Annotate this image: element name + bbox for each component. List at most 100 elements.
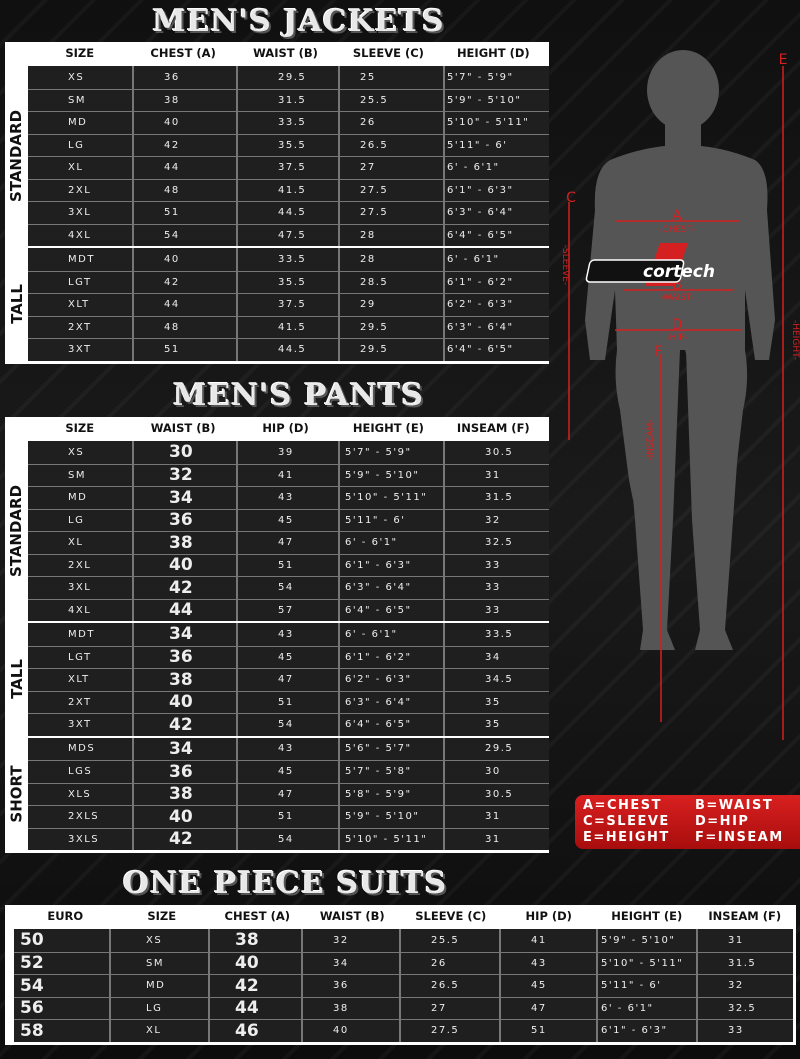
group-label: STANDARD [5,66,28,246]
table-cell: 54 [236,828,338,850]
table-cell: 31.5 [443,487,549,509]
table-cell: XL [109,1020,208,1042]
table-cell: 3XL [28,202,132,224]
table-cell: 5'11" - 6' [596,975,696,997]
table-cell: 42 [132,828,236,850]
legend-item: B=WAIST [695,798,774,813]
table-cell: 25.5 [338,89,443,111]
table-cell: 27 [399,997,499,1019]
table-cell: 44 [208,997,301,1019]
group-label-text: STANDARD [7,109,26,203]
table-cell: 5'9" - 5'10" [443,89,549,111]
table-cell: 5'10" - 5'11" [596,952,696,974]
table-cell: 44.5 [236,339,338,361]
table-row: XLT 44 37.5 29 6'2" - 6'3" [28,293,549,316]
table-cell: XS [28,66,132,89]
column-header: WAIST (B) [319,909,385,923]
table-row: LGS 36 45 5'7" - 5'8" 30 [28,760,549,783]
table-cell: 26 [399,952,499,974]
group-rows: XS 30 39 5'7" - 5'9" 30.5 SM 32 41 5'9" - 5'10" 3… [28,441,549,621]
group-label: TALL [5,623,28,736]
column-header: HEIGHT (D) [456,46,530,60]
cortech-logo: cortech [585,243,715,286]
label-sleeve: -SLEEVE- [560,245,570,285]
table-cell: 38 [132,783,236,805]
table-cell: 6' - 6'1" [443,248,549,271]
label-d: D [672,317,683,333]
table-cell: 47 [236,783,338,805]
column-header: HEIGHT (E) [352,421,424,435]
table-cell: 56 [14,997,109,1019]
table-cell: 40 [132,554,236,576]
table-cell: 6' - 6'1" [338,532,443,554]
table-cell: 35 [443,691,549,713]
table-cell: MDS [28,737,132,760]
logo-text: cortech [643,262,715,282]
group-label-text: SHORT [7,765,26,823]
table-cell: 34.5 [443,669,549,691]
table-row: 58 XL 46 40 27.5 51 6'1" - 6'3" 33 [14,1019,793,1042]
table-cell: 27.5 [338,179,443,201]
table-cell: 40 [132,806,236,828]
table-cell: 39 [236,441,338,464]
group-label: SHORT [5,737,28,850]
table-cell: 47 [499,997,596,1019]
table-cell: 31 [443,464,549,486]
table-cell: 27 [338,157,443,179]
table-row: SM 38 31.5 25.5 5'9" - 5'10" [28,88,549,111]
measurement-lines [568,66,784,740]
table-cell: SM [109,952,208,974]
table-cell: 43 [236,623,338,646]
table-cell: 38 [132,89,236,111]
table-cell: 30.5 [443,783,549,805]
group-rows: XS 36 29.5 25 5'7" - 5'9" SM 38 31.5 25.5 5'9" - … [28,66,549,246]
table-cell: 6'2" - 6'3" [338,669,443,691]
table-cell: 5'8" - 5'9" [338,783,443,805]
table-cell: 38 [132,532,236,554]
group-label: TALL [5,248,28,361]
table-cell: 30 [132,441,236,464]
table-cell: 2XT [28,316,132,338]
table-cell: 51 [132,339,236,361]
group-label: STANDARD [5,441,28,621]
table-cell: 51 [236,554,338,576]
column-header: SIZE [65,421,95,435]
table-cell: 51 [236,806,338,828]
table-cell: 6'1" - 6'3" [443,179,549,201]
table-cell: 6'4" - 6'5" [338,599,443,621]
table-cell: 44 [132,157,236,179]
table-cell: 33.5 [443,623,549,646]
table-cell: 50 [14,929,109,952]
table-cell: XLT [28,294,132,316]
table-cell: 47 [236,669,338,691]
table-cell: 28.5 [338,271,443,293]
column-header: SLEEVE (C) [352,46,424,60]
jackets-title: MEN'S JACKETS [152,4,445,39]
table-cell: 2XT [28,691,132,713]
table-cell: 34 [132,487,236,509]
label-chest: -CHEST- [659,225,695,235]
table-row: MD 34 43 5'10" - 5'11" 31.5 [28,486,549,509]
column-header: EURO [47,909,84,923]
table-cell: 30.5 [443,441,549,464]
legend-item: C=SLEEVE [583,814,670,829]
table-cell: 58 [14,1020,109,1042]
column-header: INSEAM (F) [708,909,782,923]
table-cell: 5'7" - 5'8" [338,761,443,783]
table-cell: 43 [236,487,338,509]
table-cell: 36 [132,509,236,531]
table-cell: 43 [236,737,338,760]
size-group: SHORT MDS 34 43 5'6" - 5'7" 29.5 LGS 36 45 5'7" -… [5,735,549,850]
table-cell: 40 [132,248,236,271]
table-cell: 45 [236,761,338,783]
table-cell: 28 [338,224,443,246]
table-cell: 4XL [28,224,132,246]
table-cell: 42 [132,271,236,293]
table-cell: 42 [132,714,236,736]
column-header: HIP (D) [262,421,309,435]
table-cell: XS [109,929,208,952]
table-cell: 29.5 [236,66,338,89]
table-row: LG 42 35.5 26.5 5'11" - 6' [28,133,549,156]
table-cell: 38 [132,669,236,691]
label-hip: -HIP- [666,333,687,343]
